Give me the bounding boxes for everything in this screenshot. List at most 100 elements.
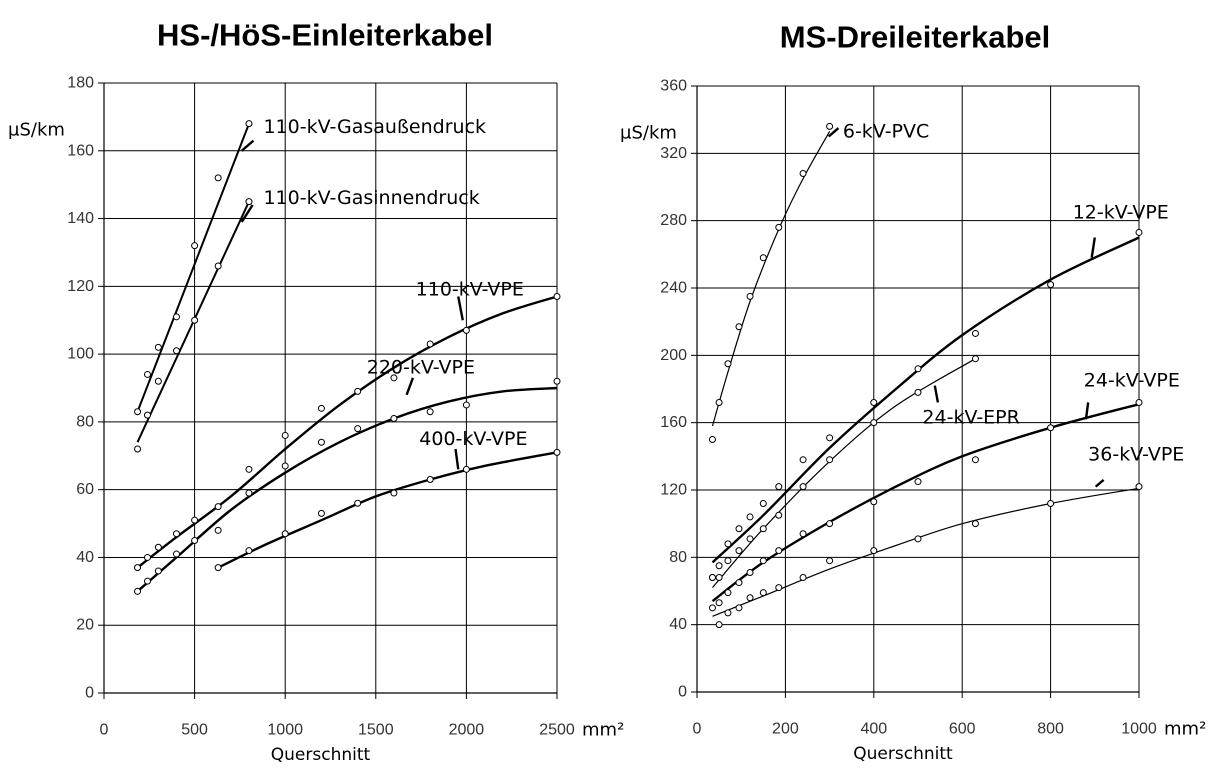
y-tick-label: 200 — [660, 347, 687, 364]
series-110-kv-gasaussendruck: 110-kV-Gasaußendruck — [134, 116, 486, 416]
data-point — [971, 520, 979, 528]
data-point — [134, 408, 142, 416]
series-label: 110-kV-VPE — [416, 279, 524, 301]
data-point — [354, 499, 362, 507]
data-point — [154, 377, 162, 385]
data-point — [759, 589, 767, 597]
data-point — [191, 242, 199, 250]
data-point — [1135, 398, 1143, 406]
data-point — [826, 434, 834, 442]
data-point — [715, 574, 723, 582]
series-110-kv-gasinnendruck: 110-kV-Gasinnendruck — [134, 187, 480, 453]
data-point — [759, 254, 767, 262]
data-point — [462, 326, 470, 334]
data-point — [281, 431, 289, 439]
series-110-kv-vpe: 110-kV-VPE — [134, 279, 561, 572]
data-point — [735, 604, 743, 612]
data-point — [715, 599, 723, 607]
data-point — [462, 465, 470, 473]
data-point — [724, 540, 732, 548]
data-point — [191, 316, 199, 324]
x-axis-label: Querschnitt — [853, 744, 953, 764]
data-point — [390, 489, 398, 497]
data-point — [426, 340, 434, 348]
series-line — [136, 123, 250, 413]
series-220-kv-vpe: 220-kV-VPE — [134, 357, 561, 595]
data-point — [708, 604, 716, 612]
series-line — [217, 451, 558, 569]
y-tick-label: 180 — [67, 75, 94, 92]
data-point — [245, 547, 253, 555]
data-point — [775, 511, 783, 519]
data-point — [746, 292, 754, 300]
data-point — [715, 398, 723, 406]
series-6-kv-pvc: 6-kV-PVC — [708, 120, 929, 443]
series-24-kv-epr: 24-kV-EPR — [708, 355, 1020, 588]
chart-ms-dreileiterkabel: MS-Dreileiterkabel 0 40 80 120 160 200 240 280 32… — [620, 20, 1206, 765]
data-point — [775, 223, 783, 231]
y-tick-label: 120 — [67, 278, 94, 295]
data-point — [281, 530, 289, 538]
data-point — [914, 535, 922, 543]
series-line — [136, 386, 558, 593]
y-tick-label: 280 — [660, 212, 687, 229]
y-tick-label: 320 — [660, 145, 687, 162]
series-line — [711, 131, 831, 427]
data-point — [870, 398, 878, 406]
data-point — [759, 499, 767, 507]
data-point — [426, 408, 434, 416]
x-tick-label: 1500 — [358, 722, 394, 739]
data-point — [214, 564, 222, 572]
data-point — [134, 587, 142, 595]
series-label-leader — [457, 296, 464, 321]
data-point — [826, 122, 834, 130]
data-point — [735, 547, 743, 555]
data-point — [317, 404, 325, 412]
data-point — [1047, 281, 1055, 289]
data-point — [245, 489, 253, 497]
y-tick-label: 160 — [67, 142, 94, 159]
data-point — [214, 262, 222, 270]
data-point — [317, 509, 325, 517]
series-label: 110-kV-Gasaußendruck — [263, 116, 486, 138]
data-point — [354, 387, 362, 395]
data-point — [724, 609, 732, 617]
data-point — [1047, 499, 1055, 507]
y-tick-label: 0 — [85, 685, 94, 702]
data-point — [214, 526, 222, 534]
data-point — [914, 365, 922, 373]
data-point — [724, 557, 732, 565]
data-point — [724, 360, 732, 368]
data-point — [191, 516, 199, 524]
chart-title: HS-/HöS-Einleiterkabel — [157, 18, 493, 53]
y-tick-label: 60 — [76, 481, 94, 498]
y-tick-label: 100 — [67, 346, 94, 363]
data-point — [172, 550, 180, 558]
data-point — [245, 120, 253, 128]
data-point — [245, 465, 253, 473]
data-point — [134, 564, 142, 572]
data-point — [759, 557, 767, 565]
x-tick-label: 0 — [693, 721, 702, 738]
series-24-kv-vpe: 24-kV-VPE — [708, 370, 1180, 612]
data-point — [971, 456, 979, 464]
data-point — [715, 621, 723, 629]
data-point — [154, 543, 162, 551]
x-tick-label: 600 — [949, 721, 976, 738]
y-tick-label: 240 — [660, 280, 687, 297]
data-point — [172, 313, 180, 321]
data-point — [759, 525, 767, 533]
data-point — [746, 594, 754, 602]
data-point — [746, 513, 754, 521]
data-point — [214, 503, 222, 511]
data-point — [1047, 424, 1055, 432]
x-tick-label: 0 — [100, 722, 109, 739]
data-point — [426, 476, 434, 483]
x-tick-label: 200 — [772, 721, 799, 738]
series-label-leader — [454, 448, 460, 470]
data-point — [143, 577, 151, 585]
y-tick-label: 160 — [660, 414, 687, 431]
series-line — [711, 236, 1140, 564]
data-point — [317, 438, 325, 446]
